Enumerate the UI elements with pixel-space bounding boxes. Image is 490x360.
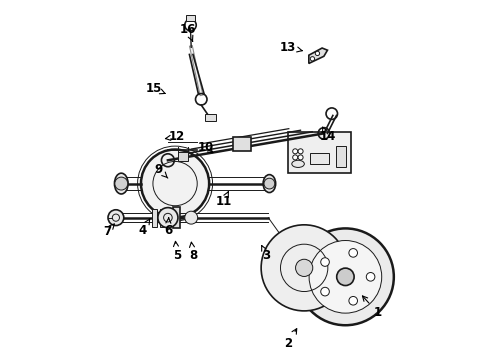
Text: 14: 14 <box>319 127 336 144</box>
Ellipse shape <box>292 160 304 167</box>
Bar <box>205 114 216 121</box>
Circle shape <box>185 211 197 224</box>
Text: 8: 8 <box>189 242 197 262</box>
Circle shape <box>108 210 124 226</box>
Text: 9: 9 <box>155 163 168 178</box>
Text: 4: 4 <box>139 219 150 237</box>
Ellipse shape <box>263 175 276 193</box>
Circle shape <box>293 155 298 160</box>
Text: 3: 3 <box>262 246 270 262</box>
Text: 13: 13 <box>280 41 302 54</box>
Bar <box>233 137 251 151</box>
Bar <box>152 209 157 226</box>
Circle shape <box>298 155 303 160</box>
Circle shape <box>158 208 178 228</box>
Circle shape <box>261 225 347 311</box>
Circle shape <box>337 268 354 285</box>
Circle shape <box>309 240 382 313</box>
Text: 15: 15 <box>146 82 165 95</box>
Text: 16: 16 <box>179 23 196 41</box>
Bar <box>337 146 346 167</box>
Text: 11: 11 <box>216 192 232 208</box>
Bar <box>186 15 195 22</box>
Circle shape <box>321 258 329 266</box>
Bar <box>177 152 188 161</box>
Circle shape <box>295 259 313 276</box>
Circle shape <box>293 149 298 154</box>
Circle shape <box>367 273 375 281</box>
Polygon shape <box>309 48 327 63</box>
Circle shape <box>264 178 275 189</box>
Circle shape <box>349 248 358 257</box>
Text: 10: 10 <box>197 141 214 154</box>
Bar <box>172 207 180 228</box>
Text: 2: 2 <box>284 329 297 350</box>
Ellipse shape <box>115 173 128 194</box>
Text: 5: 5 <box>173 241 181 262</box>
Text: 6: 6 <box>164 218 172 237</box>
Text: 7: 7 <box>103 224 114 238</box>
Circle shape <box>310 57 315 61</box>
Circle shape <box>321 287 329 296</box>
Circle shape <box>141 149 209 218</box>
Circle shape <box>349 297 358 305</box>
Text: 1: 1 <box>363 296 382 319</box>
Text: 12: 12 <box>166 130 185 144</box>
Bar <box>288 132 351 173</box>
Circle shape <box>297 228 394 325</box>
Circle shape <box>315 51 319 55</box>
Circle shape <box>298 149 303 154</box>
Bar <box>160 209 166 226</box>
Bar <box>310 153 329 164</box>
Circle shape <box>115 177 128 190</box>
